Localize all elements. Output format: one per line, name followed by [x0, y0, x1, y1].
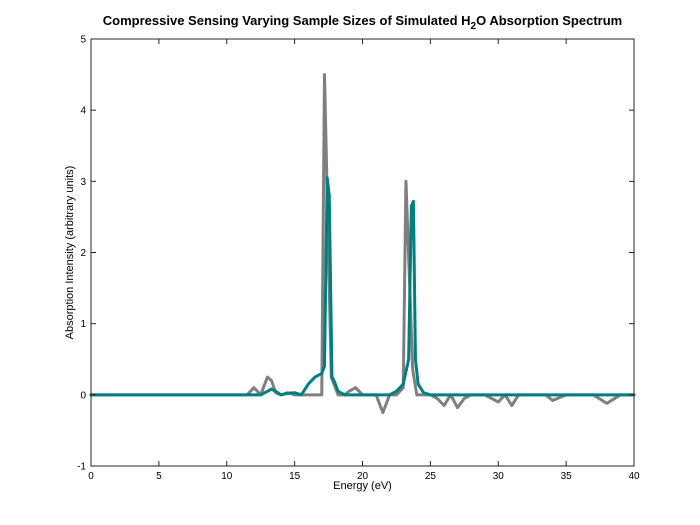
chart-title-part-1: Compressive Sensing Varying Sample Sizes… — [103, 13, 471, 28]
chart-title: Compressive Sensing Varying Sample Sizes… — [103, 13, 622, 32]
y-tick-label-6: 5 — [80, 35, 86, 46]
x-tick-label-2: 10 — [221, 471, 233, 482]
x-tick-label-6: 30 — [493, 471, 505, 482]
x-tick-label-8: 40 — [628, 471, 640, 482]
x-tick-label-0: 0 — [88, 471, 94, 482]
chart-title-part-2: O Absorption Spectrum — [476, 13, 622, 28]
chart-title-subscript: 2 — [471, 21, 477, 32]
x-axis-title: Energy (eV) — [333, 480, 392, 492]
y-tick-label-1: 0 — [80, 390, 86, 401]
x-tick-label-5: 25 — [425, 471, 437, 482]
x-tick-label-4: 20 — [357, 471, 369, 482]
y-tick-label-3: 2 — [80, 248, 86, 259]
y-tick-label-4: 3 — [80, 177, 86, 188]
x-tick-label-7: 35 — [561, 471, 573, 482]
x-tick-label-1: 5 — [156, 471, 162, 482]
x-tick-label-3: 15 — [289, 471, 301, 482]
y-tick-label-0: -1 — [77, 462, 86, 473]
series-line-0 — [89, 73, 636, 415]
y-axis-title: Absorption Intensity (arbitrary units) — [64, 166, 76, 340]
y-tick-label-2: 1 — [80, 319, 86, 330]
y-tick-label-5: 4 — [80, 106, 86, 117]
series-line-1 — [89, 176, 636, 397]
